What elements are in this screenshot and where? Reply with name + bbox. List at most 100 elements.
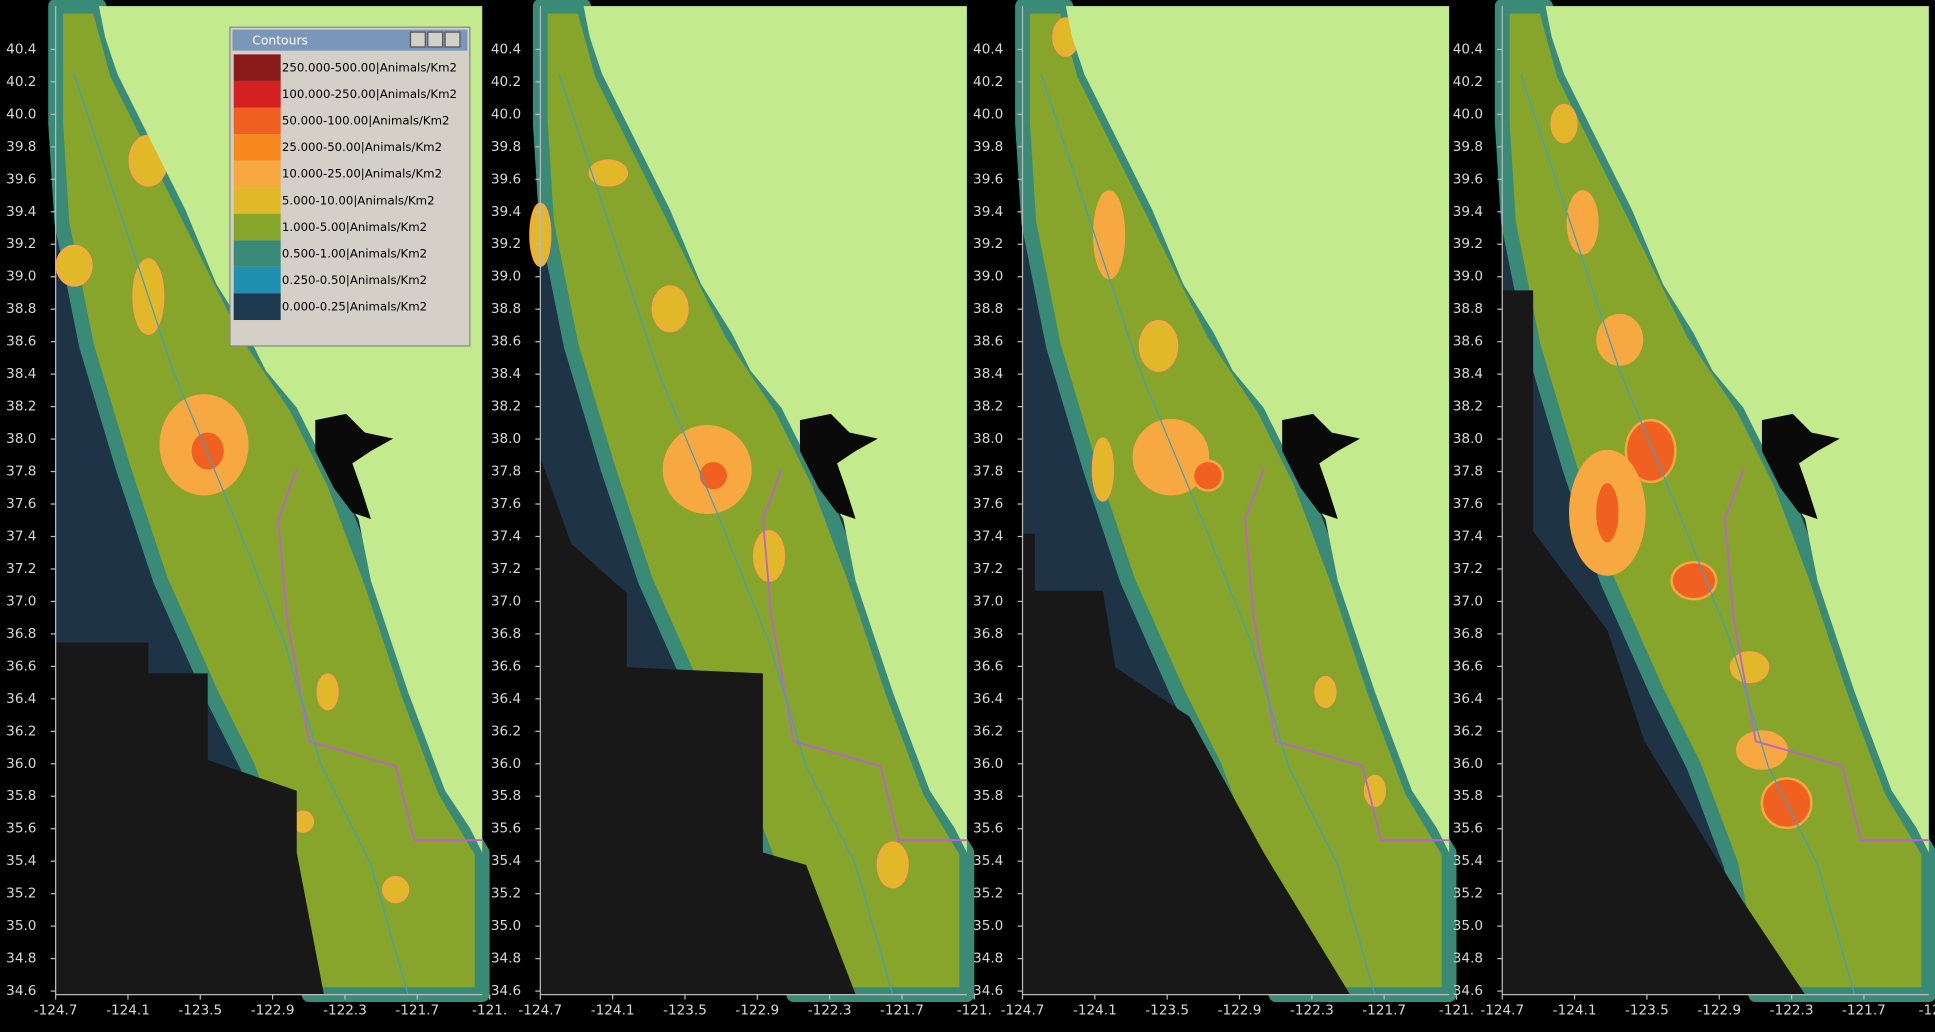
density-blob — [1552, 105, 1577, 142]
lat-label: 39.6 — [491, 171, 521, 187]
lat-label: 35.6 — [491, 821, 521, 837]
lat-label: 39.4 — [1453, 204, 1483, 220]
density-blob — [318, 675, 338, 710]
lat-label: 37.4 — [1453, 528, 1483, 544]
legend-label: 0.000-0.25|Animals/Km2 — [282, 300, 427, 315]
legend-swatch — [234, 54, 281, 81]
lat-label: 38.6 — [6, 334, 36, 350]
lat-label: 40.2 — [973, 74, 1003, 90]
density-blob — [653, 287, 688, 331]
lat-label: 39.4 — [491, 204, 521, 220]
lat-label: 38.4 — [491, 366, 521, 382]
lat-label: 39.6 — [6, 171, 36, 187]
lat-label: 37.6 — [1453, 496, 1483, 512]
density-blob — [1193, 461, 1223, 491]
lat-label: 39.2 — [6, 236, 36, 252]
legend-label: 50.000-100.00|Animals/Km2 — [282, 114, 450, 129]
lat-label: 36.2 — [1453, 723, 1483, 739]
lat-label: 37.2 — [491, 561, 521, 577]
legend-label: 0.250-0.50|Animals/Km2 — [282, 273, 427, 288]
window-title: Contours — [252, 33, 308, 47]
lon-label: -124.1 — [1073, 1003, 1117, 1019]
density-blob — [1316, 677, 1336, 707]
lat-label: 37.8 — [973, 464, 1003, 480]
lat-label: 37.0 — [491, 593, 521, 609]
lon-label: -121.7 — [395, 1003, 439, 1019]
lat-label: 35.4 — [6, 853, 36, 869]
lat-label: 38.8 — [1453, 301, 1483, 317]
lon-label: -122.3 — [808, 1003, 852, 1019]
minimize-button[interactable] — [410, 32, 425, 47]
lat-label: 36.4 — [491, 691, 521, 707]
lat-label: 38.2 — [973, 399, 1003, 415]
lat-label: 35.8 — [6, 788, 36, 804]
lat-label: 39.2 — [491, 236, 521, 252]
map-panel: 40.440.240.039.839.639.439.239.038.838.6… — [973, 6, 1474, 1019]
lon-label: -124.7 — [518, 1003, 562, 1019]
lat-label: 36.6 — [1453, 658, 1483, 674]
map-panel: 40.440.240.039.839.639.439.239.038.838.6… — [491, 6, 992, 1019]
lat-label: 38.6 — [973, 334, 1003, 350]
lat-label: 40.4 — [973, 41, 1003, 57]
lat-label: 36.2 — [973, 723, 1003, 739]
lon-label: -123.5 — [1625, 1003, 1669, 1019]
density-blob — [1140, 321, 1177, 370]
lat-label: 34.8 — [1453, 951, 1483, 967]
lat-label: 35.2 — [1453, 886, 1483, 902]
legend-swatch — [234, 293, 281, 320]
density-blob — [754, 531, 784, 580]
lon-label: -124.1 — [106, 1003, 150, 1019]
lat-label: 34.6 — [6, 983, 36, 999]
lat-label: 38.2 — [491, 399, 521, 415]
lon-label: -121.7 — [880, 1003, 924, 1019]
maximize-button[interactable] — [428, 32, 443, 47]
lat-label: 35.8 — [973, 788, 1003, 804]
close-button[interactable] — [445, 32, 460, 47]
lat-label: 35.0 — [491, 918, 521, 934]
lat-label: 38.0 — [6, 431, 36, 447]
legend-swatch — [234, 267, 281, 294]
lat-label: 36.4 — [1453, 691, 1483, 707]
lat-label: 37.6 — [973, 496, 1003, 512]
lat-label: 39.0 — [491, 269, 521, 285]
lon-label: -122.9 — [1697, 1003, 1741, 1019]
lat-label: 36.2 — [6, 723, 36, 739]
lon-label: -121. — [1919, 1003, 1935, 1019]
lat-label: 38.4 — [6, 366, 36, 382]
lat-label: 39.2 — [973, 236, 1003, 252]
legend-label: 5.000-10.00|Animals/Km2 — [282, 193, 435, 208]
lat-label: 35.4 — [491, 853, 521, 869]
density-blob — [57, 246, 92, 286]
lat-label: 37.2 — [1453, 561, 1483, 577]
lon-label: -121. — [957, 1003, 992, 1019]
lat-label: 35.0 — [1453, 918, 1483, 934]
lat-label: 38.0 — [973, 431, 1003, 447]
lat-label: 38.0 — [491, 431, 521, 447]
lat-label: 39.4 — [6, 204, 36, 220]
legend-swatch — [234, 187, 281, 214]
lat-label: 40.2 — [491, 74, 521, 90]
density-blob — [1094, 192, 1124, 278]
lat-label: 35.6 — [1453, 821, 1483, 837]
lon-label: -124.7 — [34, 1003, 78, 1019]
lat-label: 39.4 — [973, 204, 1003, 220]
lat-label: 38.8 — [6, 301, 36, 317]
lat-label: 40.4 — [491, 41, 521, 57]
lat-label: 37.2 — [6, 561, 36, 577]
map-panel: 40.440.240.039.839.639.439.239.038.838.6… — [1453, 6, 1935, 1019]
lat-label: 35.0 — [6, 918, 36, 934]
lat-label: 36.8 — [973, 626, 1003, 642]
lon-label: -123.5 — [663, 1003, 707, 1019]
lat-label: 36.0 — [1453, 756, 1483, 772]
legend-label: 25.000-50.00|Animals/Km2 — [282, 140, 442, 155]
lon-label: -124.7 — [1480, 1003, 1524, 1019]
lat-label: 38.0 — [1453, 431, 1483, 447]
lat-label: 34.6 — [1453, 983, 1483, 999]
lat-label: 36.6 — [6, 658, 36, 674]
density-blob — [1568, 192, 1598, 254]
lat-label: 35.6 — [973, 821, 1003, 837]
lat-label: 39.0 — [973, 269, 1003, 285]
lon-label: -122.3 — [323, 1003, 367, 1019]
legend-swatch — [234, 240, 281, 267]
legend-swatch — [234, 214, 281, 241]
